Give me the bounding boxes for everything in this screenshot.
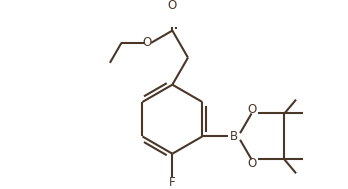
Text: O: O <box>247 103 256 116</box>
Text: O: O <box>142 36 151 49</box>
Text: B: B <box>229 130 238 143</box>
Text: O: O <box>247 157 256 170</box>
Text: F: F <box>169 176 176 189</box>
Text: O: O <box>168 0 177 12</box>
